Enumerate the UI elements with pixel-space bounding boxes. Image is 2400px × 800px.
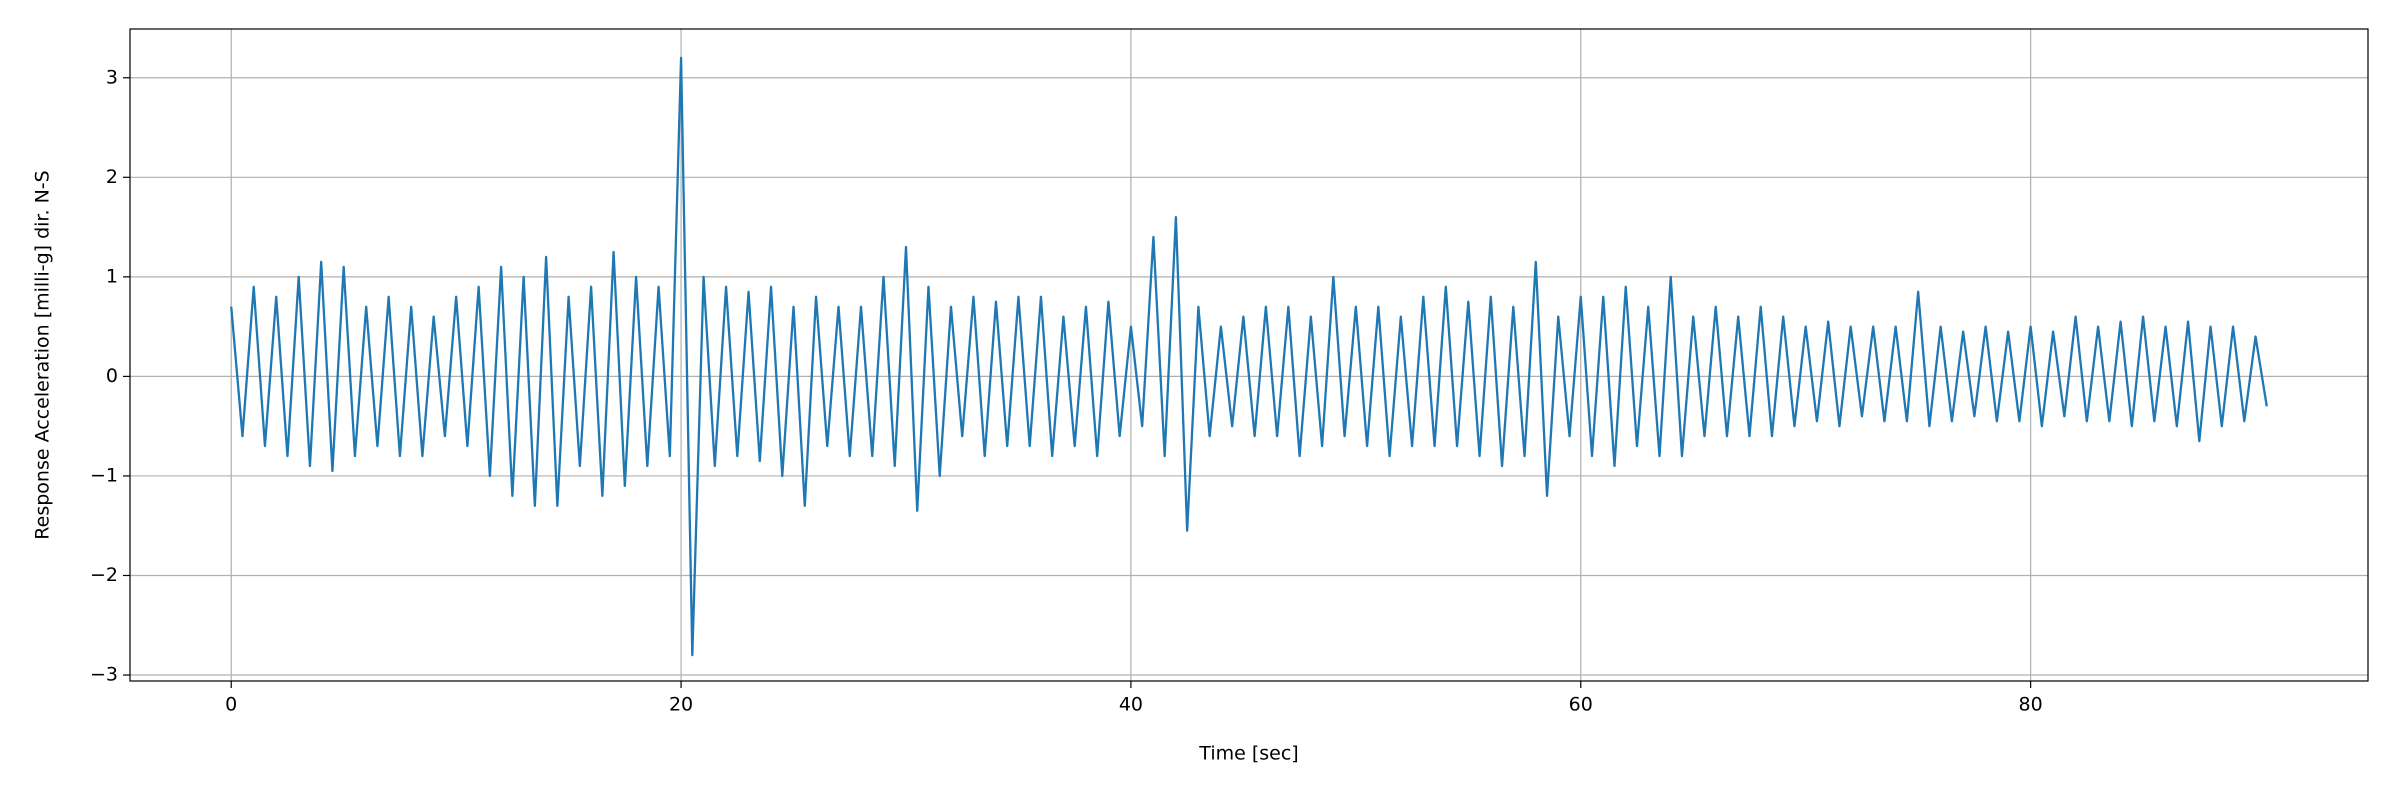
y-tick-label: −1 [90,464,118,486]
x-tick-label: 20 [669,694,693,716]
signal-line [230,56,2268,657]
y-tick-label: 2 [106,166,118,188]
y-axis-label: Response Acceleration [milli-g] dir. N-S [32,170,54,539]
y-tick-label: −3 [90,664,118,686]
x-tick-label: 0 [225,694,237,716]
x-tick-label: 80 [2019,694,2043,716]
x-tick-label: 40 [1119,694,1143,716]
y-tick-label: 3 [106,66,118,88]
x-axis-label: Time [sec] [1198,743,1298,765]
plot-frame [129,28,2369,682]
y-tick-label: 1 [106,265,118,287]
y-tick-label: −2 [90,564,118,586]
y-tick-label: 0 [106,365,118,387]
x-tick-label: 60 [1569,694,1593,716]
